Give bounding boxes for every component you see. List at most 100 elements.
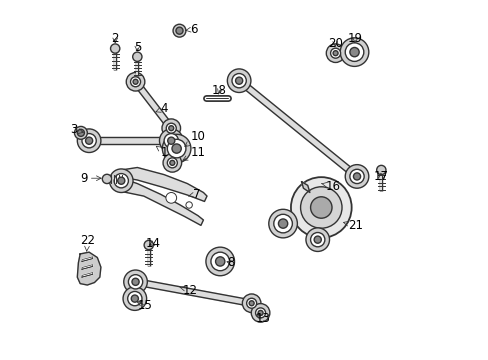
- Text: 15: 15: [137, 298, 152, 311]
- Circle shape: [353, 173, 360, 180]
- Text: 20: 20: [327, 37, 342, 50]
- Circle shape: [173, 24, 185, 37]
- Circle shape: [376, 165, 385, 175]
- Circle shape: [172, 144, 181, 153]
- Circle shape: [268, 209, 297, 238]
- Polygon shape: [82, 265, 93, 269]
- Text: 18: 18: [212, 84, 226, 97]
- Polygon shape: [133, 80, 173, 130]
- Text: 8: 8: [226, 256, 234, 269]
- Polygon shape: [135, 279, 252, 306]
- Circle shape: [251, 303, 269, 322]
- Text: 17: 17: [373, 170, 387, 183]
- Circle shape: [235, 77, 242, 84]
- Circle shape: [131, 295, 138, 302]
- Circle shape: [273, 214, 292, 233]
- Circle shape: [231, 73, 246, 88]
- Text: 5: 5: [133, 41, 141, 54]
- Circle shape: [258, 310, 263, 315]
- Circle shape: [114, 174, 128, 188]
- Polygon shape: [82, 273, 93, 277]
- Circle shape: [278, 219, 287, 228]
- Text: 4: 4: [156, 102, 168, 115]
- Circle shape: [123, 287, 146, 310]
- Circle shape: [77, 129, 101, 153]
- Circle shape: [130, 77, 140, 87]
- Circle shape: [313, 236, 321, 243]
- Text: 10: 10: [184, 130, 205, 147]
- Circle shape: [176, 27, 183, 34]
- Circle shape: [166, 123, 176, 133]
- Circle shape: [118, 177, 124, 184]
- Circle shape: [132, 278, 139, 285]
- Circle shape: [330, 48, 340, 58]
- Text: 9: 9: [80, 172, 101, 185]
- Text: 22: 22: [80, 234, 95, 251]
- Circle shape: [127, 292, 142, 306]
- Circle shape: [332, 51, 337, 56]
- Circle shape: [349, 48, 358, 57]
- Circle shape: [255, 308, 265, 318]
- Circle shape: [215, 257, 224, 266]
- Circle shape: [349, 169, 364, 184]
- Circle shape: [128, 275, 142, 289]
- Polygon shape: [237, 78, 358, 179]
- Polygon shape: [89, 138, 171, 144]
- Circle shape: [126, 72, 144, 91]
- Circle shape: [169, 160, 175, 165]
- Circle shape: [248, 301, 254, 306]
- Circle shape: [227, 69, 250, 93]
- Circle shape: [185, 202, 192, 208]
- Circle shape: [340, 38, 368, 66]
- Circle shape: [74, 126, 87, 139]
- Text: 6: 6: [185, 23, 197, 36]
- Text: 13: 13: [255, 312, 269, 325]
- Circle shape: [345, 165, 368, 188]
- Circle shape: [102, 174, 111, 184]
- Circle shape: [85, 137, 93, 144]
- Circle shape: [310, 197, 331, 218]
- Circle shape: [310, 233, 324, 247]
- Circle shape: [210, 252, 229, 271]
- Text: 21: 21: [343, 219, 363, 232]
- Circle shape: [300, 187, 341, 228]
- Text: 14: 14: [145, 237, 160, 250]
- Circle shape: [242, 294, 261, 312]
- Circle shape: [163, 154, 181, 172]
- Circle shape: [144, 240, 153, 249]
- Text: 12: 12: [180, 284, 198, 297]
- Text: 2: 2: [111, 32, 119, 45]
- Circle shape: [168, 126, 173, 131]
- Circle shape: [110, 44, 120, 53]
- Circle shape: [164, 134, 178, 148]
- Circle shape: [290, 177, 351, 238]
- Text: 3: 3: [70, 123, 83, 136]
- Text: 7: 7: [188, 188, 200, 201]
- Circle shape: [133, 79, 138, 84]
- Polygon shape: [82, 257, 93, 261]
- Text: 1: 1: [156, 146, 168, 159]
- Circle shape: [162, 134, 190, 163]
- Circle shape: [345, 43, 363, 62]
- Polygon shape: [121, 167, 206, 202]
- Polygon shape: [121, 178, 203, 225]
- Text: 19: 19: [347, 32, 362, 45]
- Circle shape: [82, 134, 96, 148]
- Circle shape: [167, 137, 175, 144]
- Circle shape: [162, 119, 180, 138]
- Circle shape: [77, 129, 84, 136]
- Circle shape: [109, 169, 133, 193]
- Circle shape: [305, 228, 329, 251]
- Circle shape: [167, 139, 185, 158]
- Circle shape: [167, 158, 177, 168]
- Circle shape: [159, 129, 183, 153]
- Text: 11: 11: [183, 146, 205, 160]
- Circle shape: [205, 247, 234, 276]
- Circle shape: [325, 44, 344, 63]
- Circle shape: [123, 270, 147, 294]
- Circle shape: [246, 298, 256, 308]
- Text: 16: 16: [321, 180, 340, 193]
- Polygon shape: [77, 252, 101, 285]
- Circle shape: [165, 193, 176, 203]
- Polygon shape: [301, 182, 309, 193]
